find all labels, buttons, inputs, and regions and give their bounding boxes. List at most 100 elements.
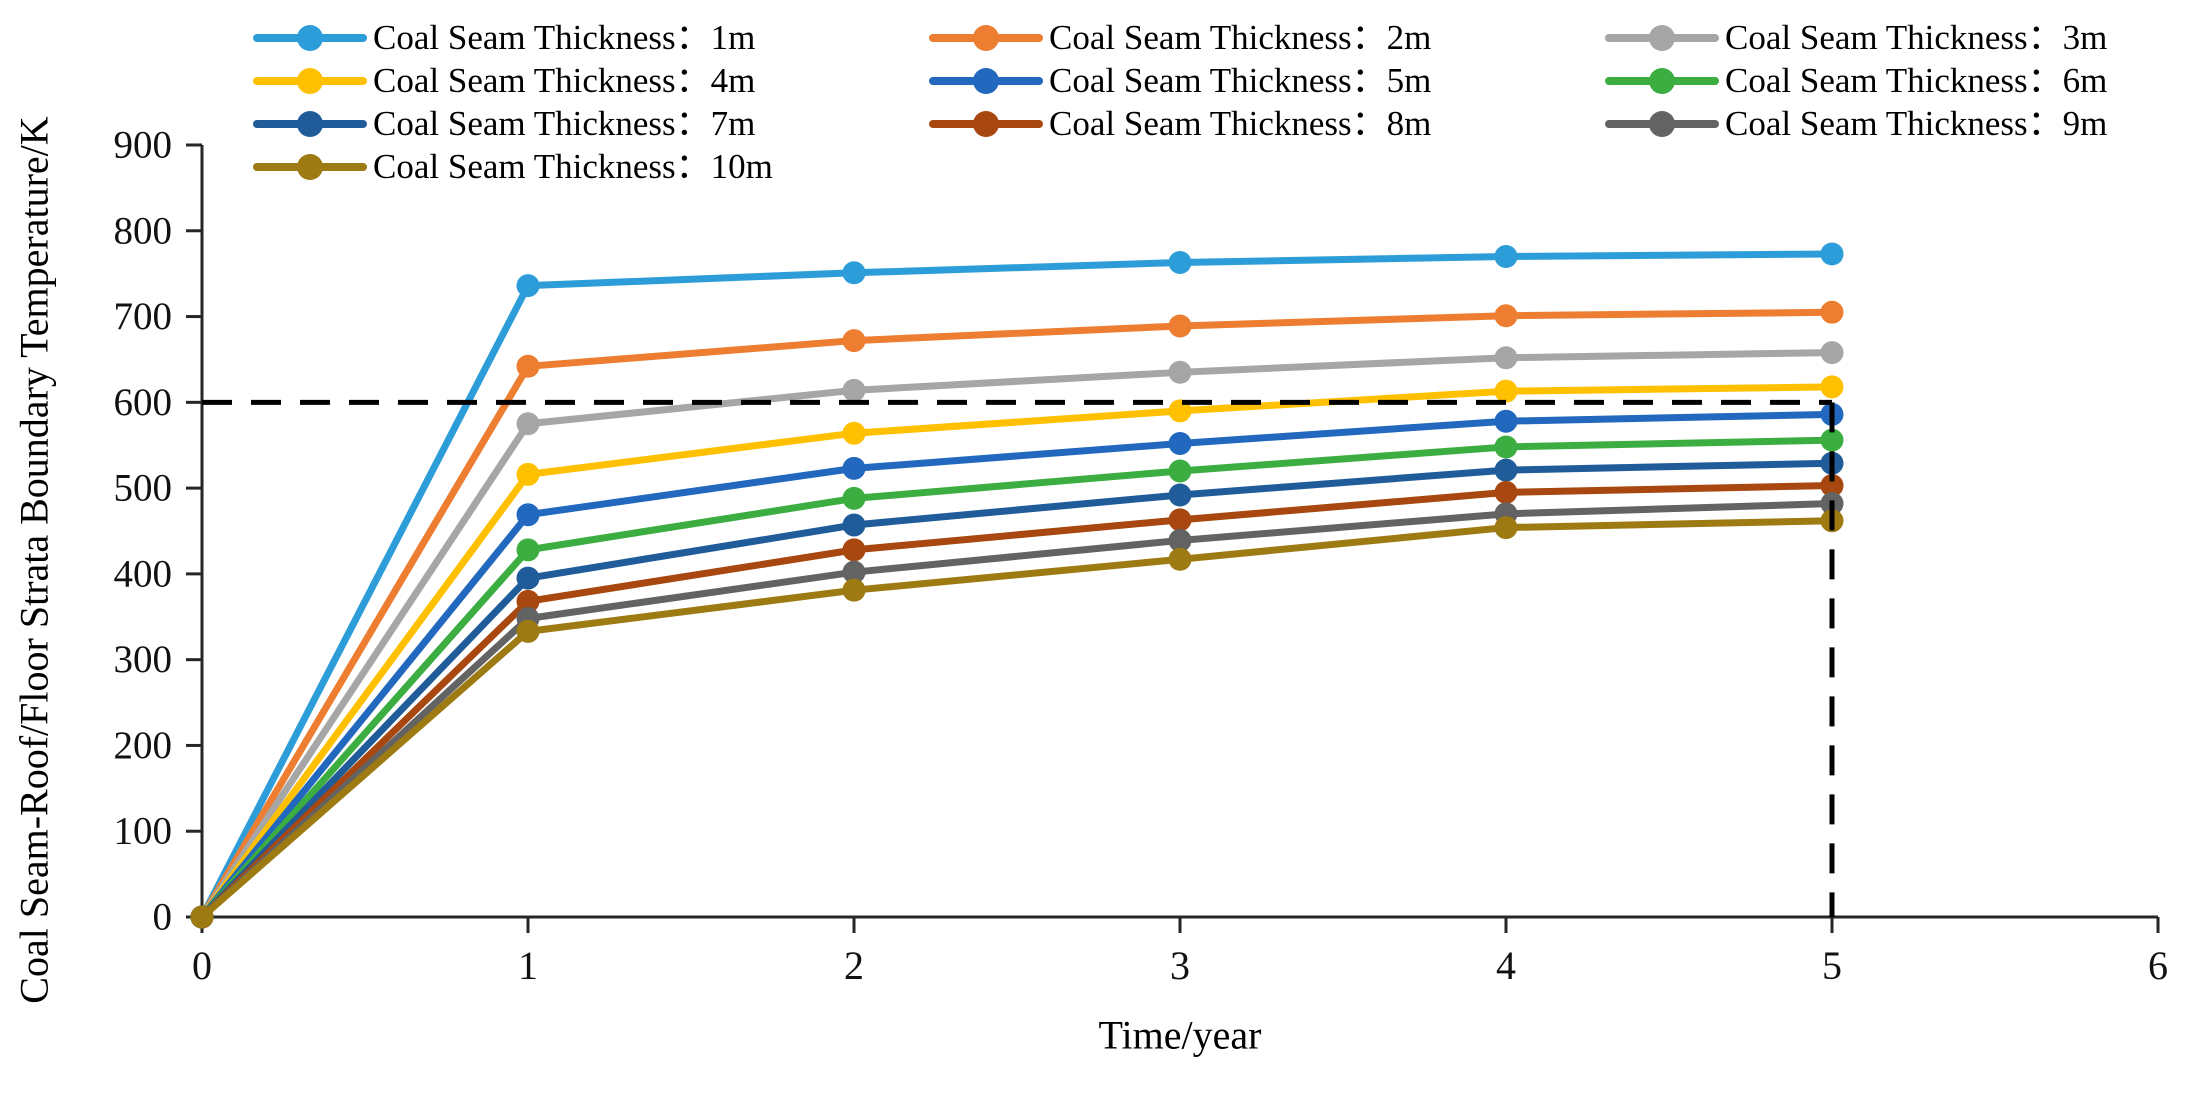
series-marker-5m [1168,432,1192,456]
series-marker-8m [1168,508,1192,532]
series-marker-5m [516,503,540,527]
legend-item-8m: Coal Seam Thickness：8m [929,106,1605,141]
legend-line-dot-icon [929,23,1043,53]
series-marker-9m [1168,528,1192,552]
series-marker-1m [842,261,866,285]
legend-item-4m: Coal Seam Thickness：4m [253,63,929,98]
legend-item-6m: Coal Seam Thickness：6m [1605,63,2199,98]
legend-item-10m: Coal Seam Thickness：10m [253,149,929,184]
series-marker-7m [1168,483,1192,507]
series-marker-2m [1168,314,1192,338]
legend-line-dot-icon [253,23,367,53]
series-marker-5m [842,456,866,480]
series-marker-1m [1820,242,1844,266]
series-line-8m [198,482,1836,921]
series-marker-4m [1168,399,1192,423]
series-marker-2m [1820,300,1844,324]
series-marker-6m [1820,428,1844,452]
series-marker-7m [516,566,540,590]
series-marker-4m [1494,379,1518,403]
series-line-4m [198,383,1836,921]
x-tick-label: 0 [192,943,212,988]
y-tick-label: 900 [114,124,173,167]
series-marker-9m [842,560,866,584]
series-marker-1m [516,274,540,298]
series-marker-10m [842,578,866,602]
x-tick-label: 6 [2148,943,2168,988]
series-marker-2m [1494,304,1518,328]
x-tick-label: 2 [844,943,864,988]
legend-label: Coal Seam Thickness：2m [1049,18,1432,57]
series-line-1m [198,250,1836,921]
legend-item-3m: Coal Seam Thickness：3m [1605,20,2199,55]
x-tick-label: 3 [1170,943,1190,988]
series-marker-10m [190,905,214,929]
series-line-3m [198,349,1836,921]
legend-item-5m: Coal Seam Thickness：5m [929,63,1605,98]
series-marker-3m [842,378,866,402]
series-marker-1m [1494,245,1518,269]
legend-item-1m: Coal Seam Thickness：1m [253,20,929,55]
y-tick-label: 400 [114,552,173,595]
series-marker-2m [842,329,866,353]
series-marker-6m [516,538,540,562]
y-tick-label: 200 [114,724,173,767]
series-marker-8m [1820,474,1844,498]
series-marker-3m [1494,346,1518,370]
legend-label: Coal Seam Thickness：10m [373,147,773,186]
y-tick-label: 0 [153,896,173,939]
y-tick-label: 800 [114,209,173,252]
series-marker-3m [1168,360,1192,384]
series-line-6m [198,436,1836,921]
series-marker-8m [516,589,540,613]
series-marker-6m [842,486,866,510]
legend-item-7m: Coal Seam Thickness：7m [253,106,929,141]
series-marker-10m [1168,547,1192,571]
legend-line-dot-icon [253,152,367,182]
series-marker-3m [516,412,540,436]
series-marker-8m [1494,480,1518,504]
y-tick-label: 300 [114,638,173,681]
series-marker-8m [842,538,866,562]
y-tick-label: 700 [114,295,173,338]
series-marker-2m [516,354,540,378]
series-marker-5m [1494,409,1518,433]
legend-label: Coal Seam Thickness：8m [1049,104,1432,143]
x-tick-label: 4 [1496,943,1516,988]
series-line-9m [198,500,1836,921]
series-marker-7m [842,513,866,537]
legend-label: Coal Seam Thickness：4m [373,61,756,100]
series-marker-4m [1820,375,1844,399]
legend-label: Coal Seam Thickness：3m [1725,18,2108,57]
series-marker-10m [516,619,540,643]
y-tick-label: 500 [114,467,173,510]
legend-line-dot-icon [929,109,1043,139]
y-axis-title: Coal Seam-Roof/Floor Strata Boundary Tem… [11,116,57,1004]
legend-line-dot-icon [253,66,367,96]
y-tick-label: 600 [114,381,173,424]
series-marker-6m [1494,435,1518,459]
series-line-7m [198,459,1836,921]
y-tick-label: 100 [114,810,173,853]
legend-line-dot-icon [1605,23,1719,53]
series-marker-7m [1494,458,1518,482]
series-marker-6m [1168,459,1192,483]
legend-label: Coal Seam Thickness：9m [1725,104,2108,143]
legend-item-9m: Coal Seam Thickness：9m [1605,106,2199,141]
legend-label: Coal Seam Thickness：5m [1049,61,1432,100]
legend-line-dot-icon [929,66,1043,96]
legend-label: Coal Seam Thickness：6m [1725,61,2108,100]
legend-line-dot-icon [253,109,367,139]
series-marker-4m [842,421,866,445]
x-axis-title: Time/year [1098,1012,1262,1058]
series-marker-10m [1494,516,1518,540]
series-line-2m [198,308,1836,921]
chart-legend: Coal Seam Thickness：1m Coal Seam Thicknes… [253,16,2199,188]
series-line-10m [198,517,1836,921]
x-tick-label: 5 [1822,943,1842,988]
x-tick-label: 1 [518,943,538,988]
legend-label: Coal Seam Thickness：1m [373,18,756,57]
legend-label: Coal Seam Thickness：7m [373,104,756,143]
